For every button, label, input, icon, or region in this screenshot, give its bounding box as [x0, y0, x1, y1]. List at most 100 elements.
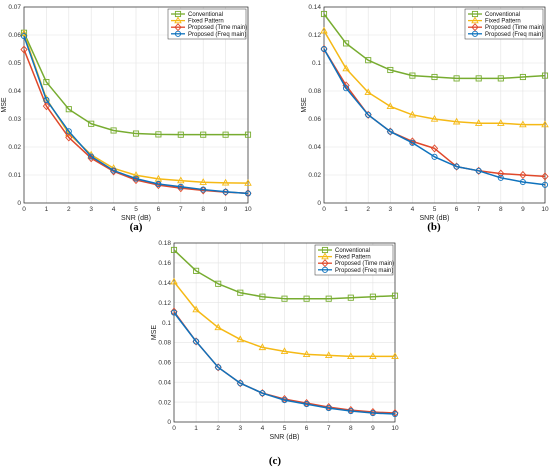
data-point: [221, 178, 230, 186]
y-tick-label: 0.14: [158, 280, 171, 287]
data-point: [42, 102, 51, 111]
x-tick-label: 8: [349, 425, 353, 432]
x-tick-label: 9: [521, 206, 525, 213]
data-point: [430, 144, 439, 153]
legend-entry: Conventional: [335, 248, 370, 254]
y-tick-label: 0.06: [8, 32, 21, 39]
y-tick-label: 0.01: [8, 172, 21, 179]
y-tick-label: 0.02: [8, 144, 21, 151]
x-tick-label: 0: [172, 425, 176, 432]
axes-box: [23, 6, 249, 204]
data-point: [453, 75, 460, 82]
data-point: [369, 409, 376, 417]
x-tick-label: 4: [411, 206, 415, 213]
y-tick-label: 0: [167, 419, 171, 426]
y-tick-label: 0.04: [308, 144, 321, 151]
data-point: [347, 408, 354, 415]
data-point: [369, 293, 376, 300]
data-point: [259, 390, 266, 397]
legend-entry: Fixed Pattern: [485, 19, 521, 25]
subfigure-label: (b): [427, 221, 441, 233]
data-point: [519, 170, 527, 180]
y-tick-label: 0.1: [312, 60, 321, 67]
legend-marker: [321, 266, 329, 273]
x-tick-label: 0: [22, 206, 26, 213]
data-point: [364, 88, 372, 96]
data-point: [391, 410, 399, 418]
x-tick-label: 9: [371, 425, 375, 432]
chart-b: 0 0.02 0.04 0.06 0.08 0.1 0.12 0.14 0 1 2 3 4 5 6 7 8 9 10…: [301, 4, 549, 233]
data-point: [244, 178, 252, 186]
data-point: [200, 186, 207, 193]
chart-a: 0 0.01 0.02 0.03 0.04 0.05 0.06 0.07 0 1 2 3 4 5 6 7 8 9 1…: [1, 4, 252, 233]
data-point: [192, 305, 200, 313]
x-tick-label: 3: [238, 425, 242, 432]
legend-entry: Proposed (Freq main): [188, 32, 246, 38]
data-point: [155, 131, 162, 138]
data-point: [342, 64, 350, 72]
x-tick-label: 4: [261, 425, 265, 432]
legend-marker: [471, 23, 479, 32]
data-point: [541, 181, 549, 188]
legend-marker: [174, 23, 182, 32]
data-point: [365, 57, 372, 64]
series-conventional: [320, 10, 549, 82]
y-tick-label: 0: [317, 200, 321, 207]
data-point: [320, 45, 328, 53]
y-tick-label: 0.04: [8, 88, 21, 95]
legend-entry: Conventional: [188, 12, 223, 18]
series-conventional: [20, 29, 252, 138]
x-tick-label: 7: [179, 206, 183, 213]
data-point: [475, 167, 482, 174]
series-line: [23, 35, 249, 195]
x-tick-label: 7: [327, 425, 331, 432]
data-point: [365, 111, 372, 118]
data-point: [519, 73, 526, 81]
y-axis-label: MSE: [301, 97, 308, 113]
y-tick-label: 0.04: [158, 379, 171, 386]
data-point: [155, 180, 162, 188]
series-freq: [170, 309, 399, 418]
data-point: [177, 131, 184, 138]
data-point: [386, 102, 395, 110]
y-tick-label: 0.08: [158, 340, 171, 347]
data-point: [244, 190, 252, 197]
data-point: [324, 351, 333, 359]
data-point: [408, 110, 417, 118]
series-conventional: [170, 246, 399, 302]
y-tick-label: 0.05: [8, 60, 21, 67]
data-point: [343, 40, 350, 47]
data-point: [519, 120, 527, 128]
data-point: [497, 119, 505, 126]
data-point: [281, 295, 288, 302]
data-point: [325, 405, 332, 412]
data-point: [431, 73, 438, 81]
legend-entry: Conventional: [485, 12, 520, 18]
x-tick-label: 10: [244, 206, 252, 213]
x-tick-label: 4: [112, 206, 116, 213]
data-point: [170, 246, 178, 254]
data-point: [20, 29, 28, 37]
data-point: [409, 72, 416, 79]
data-point: [347, 294, 354, 301]
data-point: [303, 401, 310, 408]
data-point: [65, 128, 72, 135]
data-point: [475, 75, 482, 82]
data-point: [236, 335, 245, 343]
x-axis-label: SNR (dB): [420, 215, 450, 222]
data-point: [193, 267, 200, 274]
data-point: [541, 172, 549, 181]
data-point: [320, 10, 328, 18]
chart-c: 0 0.02 0.04 0.06 0.08 0.1 0.12 0.14 0.16 0.18 0 1 2 3…: [151, 240, 399, 467]
legend-entry: Fixed Pattern: [188, 19, 224, 25]
data-point: [222, 131, 229, 138]
data-point: [215, 364, 222, 371]
y-tick-label: 0.03: [8, 116, 21, 123]
x-tick-label: 6: [157, 206, 161, 213]
series-fixed: [170, 277, 399, 360]
data-point: [280, 347, 289, 355]
data-point: [43, 96, 50, 104]
data-point: [497, 174, 504, 181]
y-axis-label: MSE: [151, 325, 158, 341]
